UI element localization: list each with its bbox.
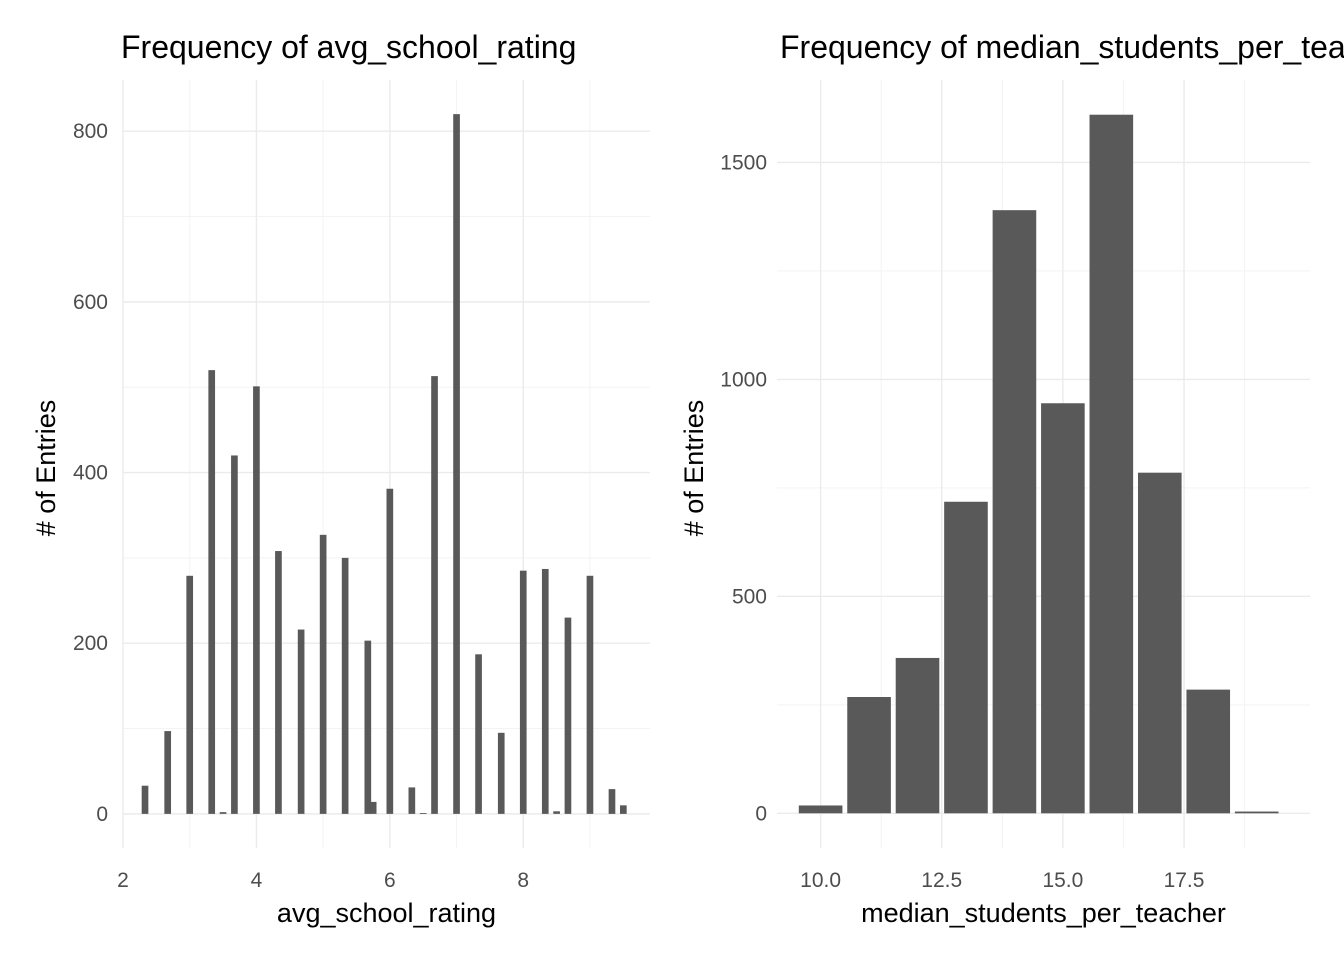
y-tick-label: 1500 <box>720 151 767 174</box>
bar <box>386 488 394 814</box>
bar <box>1186 689 1231 814</box>
bar <box>319 534 327 814</box>
bar <box>431 376 438 814</box>
bar <box>231 455 238 814</box>
y-tick-label: 600 <box>73 291 108 314</box>
x-axis-label: avg_school_rating <box>277 898 496 928</box>
bar <box>186 575 194 814</box>
bar <box>253 386 260 814</box>
y-axis-label: # of Entries <box>31 400 61 537</box>
x-tick-label: 15.0 <box>1042 869 1083 892</box>
bars <box>141 114 627 814</box>
chart-title: Frequency of avg_school_rating <box>121 29 576 65</box>
x-tick-label: 17.5 <box>1164 869 1205 892</box>
bar <box>541 568 549 814</box>
bar <box>275 551 282 814</box>
bar <box>1041 403 1085 814</box>
bar <box>519 570 527 814</box>
x-tick-label: 10.0 <box>800 869 841 892</box>
bar <box>497 732 505 814</box>
x-tick-label: 8 <box>517 869 529 892</box>
bar <box>847 697 891 814</box>
bar <box>992 210 1037 814</box>
x-tick-label: 12.5 <box>921 869 962 892</box>
bar <box>798 805 843 814</box>
bar <box>219 812 227 814</box>
x-tick-label: 2 <box>117 869 129 892</box>
bar <box>586 575 594 814</box>
bar <box>564 617 572 814</box>
x-axis-label: median_students_per_teacher <box>861 898 1226 928</box>
bar <box>453 114 460 814</box>
bar <box>553 811 560 814</box>
y-tick-label: 500 <box>732 585 767 608</box>
bar <box>419 813 427 814</box>
x-tick-label: 6 <box>384 869 396 892</box>
bar <box>208 370 216 814</box>
bar <box>1234 811 1279 814</box>
chart-avg-school-rating: 0 200 400 600 800 2 4 6 8 avg_school_rating # of E… <box>31 29 650 928</box>
x-tick-label: 4 <box>251 869 263 892</box>
bar <box>369 801 377 814</box>
bar <box>164 731 172 814</box>
bar <box>141 785 149 814</box>
bar <box>1137 472 1182 814</box>
bar <box>475 654 482 814</box>
bar <box>1089 114 1134 814</box>
bar <box>895 657 940 814</box>
y-tick-label: 800 <box>73 120 108 143</box>
y-tick-label: 1000 <box>720 368 767 391</box>
bar <box>619 805 627 814</box>
y-tick-label: 0 <box>96 803 108 826</box>
bar <box>364 640 372 814</box>
chart-median-students-per-teacher: 0 500 1000 1500 10.0 12.5 15.0 17.5 median_stude… <box>679 29 1344 928</box>
bar <box>944 501 988 814</box>
bar <box>408 787 416 814</box>
bar <box>608 789 616 814</box>
y-tick-label: 400 <box>73 462 108 485</box>
y-tick-label: 200 <box>73 632 108 655</box>
bar <box>341 557 349 814</box>
y-tick-label: 0 <box>755 802 767 825</box>
bar <box>297 629 305 814</box>
y-axis-label: # of Entries <box>679 400 709 537</box>
bars <box>798 114 1279 814</box>
chart-title: Frequency of median_students_per_teacher <box>780 29 1344 65</box>
